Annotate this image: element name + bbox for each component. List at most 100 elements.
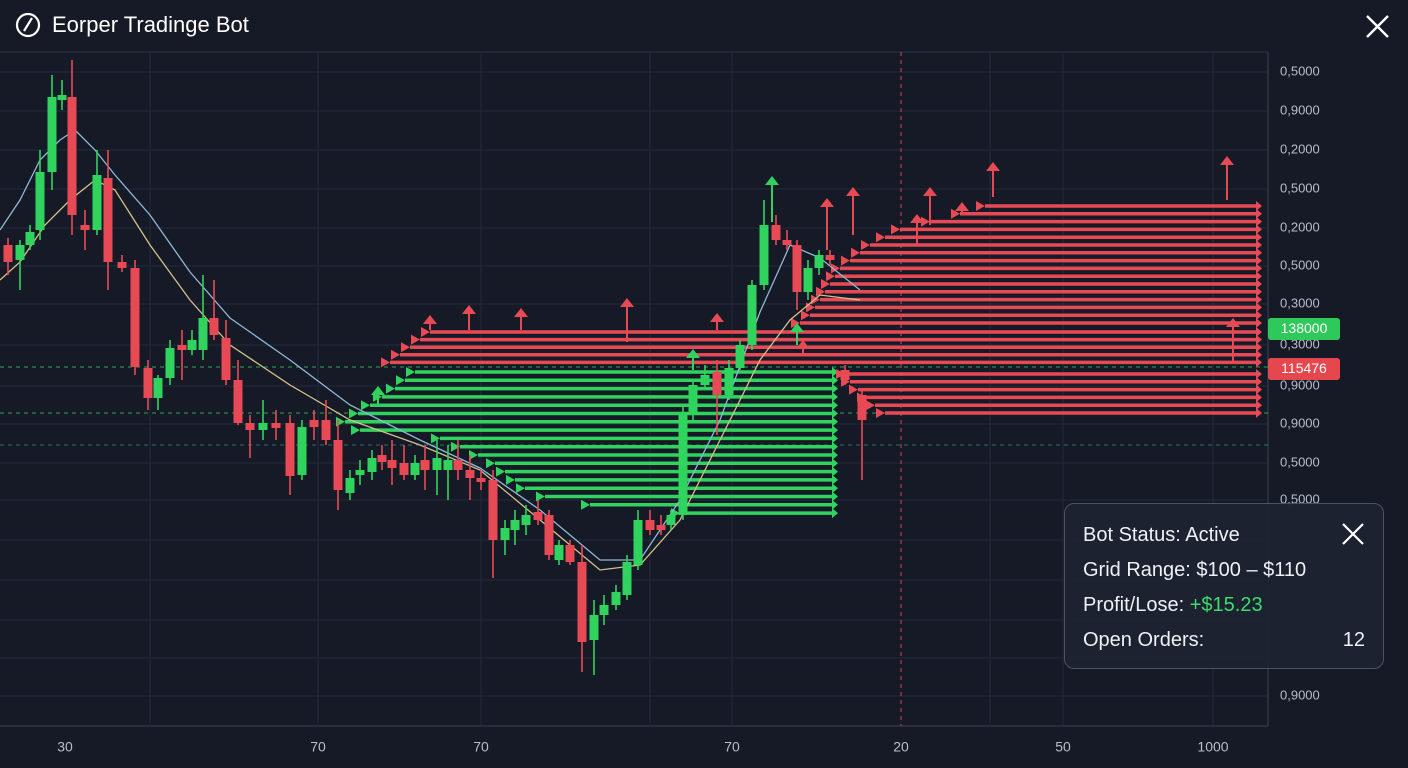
order-marker — [506, 474, 515, 485]
order-marker — [849, 384, 858, 395]
x-axis-label: 30 — [57, 739, 73, 755]
candle — [645, 510, 655, 535]
candle-body — [803, 268, 813, 292]
arrow-head — [955, 202, 969, 211]
candle-body — [589, 615, 599, 640]
candle — [153, 375, 163, 410]
order-marker — [816, 286, 825, 297]
candle-body — [622, 562, 632, 595]
candle — [271, 410, 281, 440]
arrow-head — [620, 298, 634, 307]
candle — [666, 510, 676, 530]
candle-body — [792, 245, 802, 292]
candle — [47, 75, 57, 190]
app-title: Eorper Tradinge Bot — [52, 12, 249, 37]
profit-value: +$15.23 — [1189, 594, 1263, 616]
order-marker — [826, 271, 835, 282]
order-marker — [1256, 247, 1262, 258]
candle — [656, 515, 666, 535]
candle-body — [333, 440, 343, 490]
order-marker — [381, 357, 390, 368]
close-button[interactable] — [1366, 15, 1389, 38]
order-marker — [1256, 408, 1262, 418]
order-marker — [1256, 201, 1262, 211]
candle — [510, 510, 520, 545]
order-marker — [832, 466, 838, 477]
order-marker — [841, 255, 850, 266]
candle-body — [198, 318, 208, 350]
order-marker — [801, 310, 810, 321]
candle — [712, 360, 722, 435]
candle — [814, 250, 824, 275]
order-marker — [431, 433, 440, 444]
candle-body — [611, 592, 621, 605]
candle-body — [759, 225, 769, 285]
candle-body — [221, 338, 231, 380]
candle — [297, 420, 307, 480]
candle-body — [443, 460, 453, 470]
order-marker — [832, 391, 838, 402]
order-marker — [406, 367, 415, 377]
candle — [792, 240, 802, 310]
candle-body — [130, 268, 140, 367]
y-axis-label: 0,9000 — [1280, 687, 1320, 702]
candle — [688, 380, 698, 420]
candle-body — [399, 463, 409, 475]
candle-body — [258, 423, 268, 430]
arrow-head — [910, 214, 924, 223]
y-axis-label: 0,9000 — [1280, 415, 1320, 430]
order-marker — [1256, 369, 1262, 379]
order-marker — [832, 433, 838, 444]
candle — [355, 460, 365, 485]
candle — [554, 540, 564, 565]
arrow-head — [423, 315, 437, 324]
order-marker — [1256, 349, 1262, 360]
candle — [35, 150, 45, 240]
order-marker — [451, 441, 460, 452]
candle — [803, 260, 813, 300]
arrow-head — [846, 187, 860, 196]
arrow-head — [1220, 156, 1234, 165]
panel-close[interactable] — [1341, 522, 1365, 546]
order-marker — [1256, 286, 1262, 297]
candle-body — [3, 245, 13, 262]
order-marker — [1256, 255, 1262, 266]
x-axis-label: 1000 — [1197, 739, 1228, 755]
candle — [533, 500, 543, 525]
candle-body — [782, 240, 792, 245]
candle-body — [297, 427, 307, 475]
order-marker — [401, 342, 410, 353]
order-marker — [832, 367, 838, 377]
candle-body — [377, 455, 387, 462]
order-marker — [832, 383, 838, 394]
arrow-head — [686, 349, 700, 358]
order-marker — [391, 349, 400, 360]
candle-body — [533, 512, 543, 520]
arrow-head — [923, 187, 937, 196]
candle — [345, 470, 355, 500]
candle-body — [143, 368, 153, 398]
candle-body — [666, 515, 676, 525]
candle-body — [432, 458, 442, 470]
order-marker — [1256, 334, 1262, 345]
status-panel: Bot Status: Active Grid Range: $100 – $1… — [1064, 503, 1384, 669]
candle — [399, 445, 409, 480]
candle-body — [488, 480, 498, 540]
order-marker — [1256, 263, 1262, 274]
candle — [465, 455, 475, 500]
candle — [840, 365, 850, 385]
order-marker — [832, 441, 838, 452]
order-marker — [832, 425, 838, 436]
order-marker — [876, 232, 885, 243]
order-marker — [832, 474, 838, 485]
candle — [500, 520, 510, 555]
open-orders-value: 12 — [1342, 629, 1365, 651]
candle-body — [735, 345, 745, 368]
candle-body — [92, 175, 102, 230]
candle — [443, 445, 453, 500]
profit: Profit/Lose: +$15.23 — [1083, 594, 1263, 617]
candle-body — [209, 318, 219, 335]
candle — [825, 250, 835, 265]
